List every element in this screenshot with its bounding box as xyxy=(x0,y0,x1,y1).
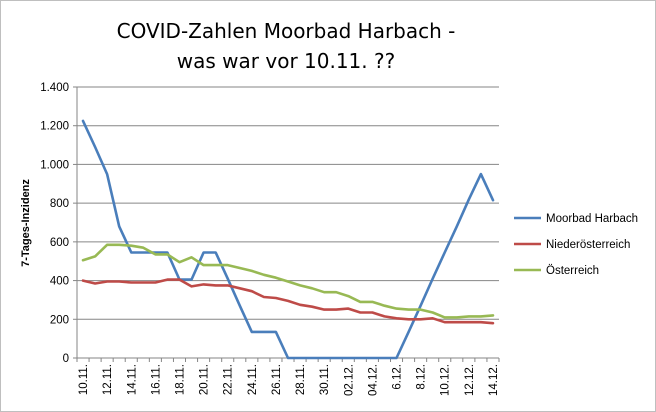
y-tick-label-0: 0 xyxy=(63,353,69,365)
legend-label-niederosterreich: Niederösterreich xyxy=(546,239,630,251)
y-tick-label-7: 1.400 xyxy=(40,82,69,94)
x-tick-label-9: 28.11. xyxy=(295,364,307,395)
y-tick-label-1: 200 xyxy=(50,314,69,326)
x-axis-ticks: 10.11. 12.11. 14.11. 16.11. 18.11. 20.11. 22.1… xyxy=(76,358,500,396)
x-tick-label-5: 20.11. xyxy=(199,364,211,395)
y-axis-label: 7-Tages-Inzidenz xyxy=(20,179,32,267)
chart-title: COVID-Zahlen Moorbad Harbach - was war v… xyxy=(117,19,456,73)
series-line-osterreich xyxy=(81,243,495,319)
x-tick-label-3: 16.11. xyxy=(150,364,162,395)
chart-title-line-1: COVID-Zahlen Moorbad Harbach - xyxy=(117,19,456,43)
x-tick-label-15: 10.12. xyxy=(440,364,452,396)
x-tick-label-6: 22.11. xyxy=(223,364,235,395)
y-tick-label-2: 400 xyxy=(50,276,69,288)
x-tick-label-8: 26.11. xyxy=(271,364,283,395)
x-tick-label-10: 30.11. xyxy=(319,364,331,395)
legend-label-moorbad-harbach: Moorbad Harbach xyxy=(546,213,638,225)
x-tick-label-0: 10.11. xyxy=(78,364,90,395)
y-tick-label-6: 1.200 xyxy=(40,121,69,133)
y-tick-label-5: 1.000 xyxy=(40,159,69,171)
legend: Moorbad Harbach Niederösterreich Österreic… xyxy=(514,213,638,277)
x-tick-label-14: 8.12. xyxy=(416,364,428,390)
x-tick-label-7: 24.11. xyxy=(247,364,259,395)
x-tick-label-16: 12.12. xyxy=(464,364,476,396)
gridlines xyxy=(76,86,499,359)
x-tick-label-1: 12.11. xyxy=(102,364,114,395)
x-tick-label-12: 04.12. xyxy=(367,364,379,396)
series-line-niederosterreich xyxy=(81,278,495,325)
x-tick-label-2: 14.11. xyxy=(126,364,138,395)
x-tick-label-13: 6.12. xyxy=(392,364,404,390)
x-tick-label-11: 02.12. xyxy=(343,364,355,396)
y-tick-label-4: 800 xyxy=(50,198,69,210)
series-lines xyxy=(81,119,495,360)
x-tick-label-17: 14.12. xyxy=(488,364,500,396)
y-tick-label-3: 600 xyxy=(50,237,69,249)
series-line-moorbad-harbach xyxy=(81,119,495,360)
chart-title-line-2: was war vor 10.11. ?? xyxy=(177,49,395,73)
y-axis-ticks: 0 200 400 600 800 1.000 1.200 1.400 xyxy=(40,82,77,365)
x-tick-label-4: 18.11. xyxy=(174,364,186,395)
legend-label-osterreich: Österreich xyxy=(546,265,599,277)
